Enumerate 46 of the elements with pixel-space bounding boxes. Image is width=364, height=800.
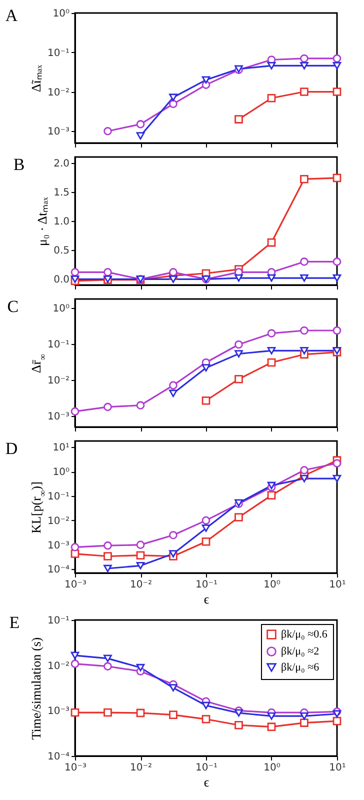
x-tick-label: 10⁰ [264,580,280,590]
x-tick-label: 10¹ [329,762,346,774]
y-tick-label: 10⁻² [47,660,70,672]
y-tick-label: 1.5 [54,187,70,198]
y-tick-label: 10⁻¹ [47,48,70,59]
y-tick-label: 10⁻³ [47,540,70,552]
chart-title: C [7,297,19,316]
y-tick-label: 10⁻¹ [47,492,70,503]
y-tick-label: 10⁻² [47,376,70,387]
y-axis-title: Time/simulation (s) [28,637,44,740]
y-tick-label: 10⁰ [52,8,70,20]
x-tick-label: 10⁻² [130,580,152,590]
y-tick-label: 10⁰ [52,467,70,478]
y-tick-label: 10⁻³ [47,706,70,718]
x-axis-title: ϵ [204,592,210,606]
x-axis-title: ϵ [204,774,210,790]
y-tick-label: 1.0 [54,216,70,228]
y-tick-label: 10⁻² [47,516,70,527]
x-tick-label: 10⁰ [264,762,280,774]
y-tick-label: 0.0 [54,274,70,286]
x-tick-label: 10⁻³ [64,580,87,590]
y-axis-title: Δĩₘₐₓ [28,64,44,92]
y-axis-title: μ₀ · Δtₘₐₓ [34,196,50,246]
x-tick-label: 10⁻¹ [195,762,218,774]
x-tick-label: 10⁻³ [64,762,87,774]
y-tick-label: 2.0 [54,158,70,170]
y-tick-label: 10⁻⁴ [47,752,70,762]
legend-label: βk/μ₀ ≈2 [281,646,320,658]
y-tick-label: 10⁻³ [47,412,70,423]
chart-title: D [5,439,18,458]
legend-label: βk/μ₀ ≈6 [281,662,320,674]
y-tick-label: 10¹ [52,442,70,454]
chart-title: A [5,6,18,25]
chart-title: B [13,155,25,174]
y-tick-label: 10⁰ [52,304,70,315]
x-tick-label: 10⁻¹ [195,580,218,590]
y-tick-label: 10⁻³ [47,126,70,138]
y-tick-label: 10⁻¹ [47,616,70,626]
y-tick-label: 10⁻⁴ [47,564,70,576]
chart-title: E [9,613,20,632]
x-tick-label: 10¹ [329,580,346,590]
x-tick-label: 10⁻² [130,762,152,774]
y-tick-label: 10⁻¹ [47,340,70,351]
y-tick-label: 10⁻² [47,87,70,98]
y-tick-label: 0.5 [54,246,70,257]
legend-label: βk/μ₀ ≈0.6 [281,628,328,640]
